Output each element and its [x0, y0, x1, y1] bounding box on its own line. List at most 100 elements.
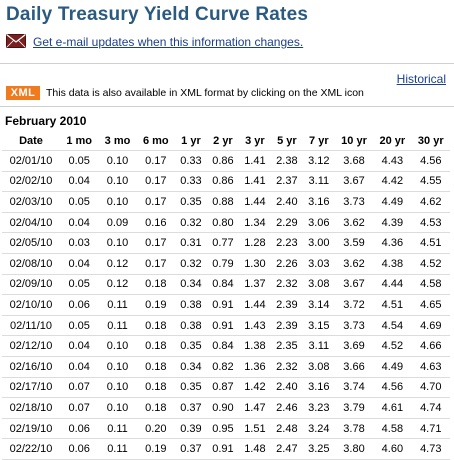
- yield-cell: 0.17: [145, 195, 167, 208]
- yield-cell: 0.17: [145, 237, 167, 250]
- yield-cell: 0.10: [106, 340, 129, 353]
- yield-cell: 0.18: [145, 360, 167, 373]
- yield-cell: 0.16: [145, 216, 167, 229]
- yield-cell: 3.00: [308, 237, 330, 250]
- yield-cell: 0.12: [106, 257, 129, 270]
- yield-cell: 0.06: [68, 443, 90, 456]
- yield-cell: 1.48: [244, 443, 266, 456]
- yield-cell: 0.05: [68, 278, 90, 291]
- column-header: 2 yr: [213, 134, 233, 147]
- yield-cell: 0.35: [180, 381, 202, 394]
- date-cell: 02/10/10: [9, 298, 53, 311]
- yield-cell: 1.38: [244, 340, 266, 353]
- yield-cell: 0.06: [68, 298, 90, 311]
- yield-cell: 1.37: [244, 278, 266, 291]
- yield-cell: 0.35: [180, 340, 202, 353]
- yield-cell: 3.08: [308, 278, 330, 291]
- yield-cell: 2.37: [276, 175, 298, 188]
- yield-cell: 2.35: [276, 340, 298, 353]
- yield-cell: 0.19: [145, 443, 167, 456]
- yield-cell: 2.47: [276, 443, 298, 456]
- xml-note: This data is also available in XML forma…: [46, 87, 364, 99]
- table-row: 02/08/10 0.04 0.12 0.17 0.32 0.79 1.30 2.26 3.03…: [2, 253, 450, 275]
- column-header: 5 yr: [277, 134, 297, 147]
- envelope-icon[interactable]: [6, 34, 26, 48]
- table-row: 02/22/10 0.06 0.11 0.19 0.37 0.91 1.48 2.47 3.25…: [2, 439, 450, 460]
- yield-cell: 2.38: [276, 154, 298, 167]
- yield-cell: 0.07: [68, 401, 90, 414]
- yield-cell: 0.18: [145, 278, 167, 291]
- yield-cell: 2.39: [276, 298, 298, 311]
- column-header-date: Date: [19, 134, 43, 147]
- yield-cell: 0.05: [68, 319, 90, 332]
- yield-cell: 2.39: [276, 319, 298, 332]
- yield-cell: 2.48: [276, 422, 298, 435]
- date-cell: 02/16/10: [9, 360, 53, 373]
- date-cell: 02/04/10: [9, 216, 53, 229]
- yield-cell: 2.46: [276, 401, 298, 414]
- yield-cell: 3.67: [343, 278, 365, 291]
- yield-cell: 0.18: [145, 401, 167, 414]
- email-updates-link[interactable]: Get e-mail updates when this information…: [33, 35, 304, 49]
- date-cell: 02/09/10: [9, 278, 53, 291]
- table-row: 02/10/10 0.06 0.11 0.19 0.38 0.91 1.44 2.39 3.14…: [2, 295, 450, 316]
- page-title: Daily Treasury Yield Curve Rates: [6, 4, 309, 25]
- table-row: 02/09/10 0.05 0.12 0.18 0.34 0.84 1.37 2.32 3.08…: [2, 274, 450, 295]
- table-row: 02/02/10 0.04 0.10 0.17 0.33 0.86 1.41 2.37 3.11…: [2, 171, 450, 192]
- table-row: 02/12/10 0.04 0.10 0.18 0.35 0.84 1.38 2.35 3.11…: [2, 336, 450, 357]
- yield-cell: 3.67: [343, 175, 365, 188]
- yield-cell: 3.73: [343, 319, 365, 332]
- yield-cell: 0.10: [106, 195, 129, 208]
- yield-cell: 0.84: [212, 340, 234, 353]
- column-header: 1 yr: [181, 134, 201, 147]
- yield-cell: 4.73: [420, 443, 442, 456]
- date-cell: 02/12/10: [9, 340, 53, 353]
- yield-cell: 4.49: [381, 195, 404, 208]
- yield-cell: 4.58: [420, 278, 442, 291]
- table-row: 02/04/10 0.04 0.09 0.16 0.32 0.80 1.34 2.29 3.06…: [2, 212, 450, 233]
- date-cell: 02/11/10: [9, 319, 52, 332]
- yield-cell: 0.18: [145, 381, 167, 394]
- yield-cell: 3.15: [308, 319, 330, 332]
- yield-cell: 0.91: [212, 443, 234, 456]
- yield-cell: 0.31: [180, 237, 202, 250]
- yield-cell: 3.06: [308, 216, 330, 229]
- yield-cell: 4.62: [420, 195, 442, 208]
- yield-cell: 0.05: [68, 154, 90, 167]
- yield-cell: 0.77: [212, 237, 234, 250]
- table-row: 02/03/10 0.05 0.10 0.17 0.35 0.88 1.44 2.40 3.16…: [2, 192, 450, 213]
- yield-cell: 3.59: [343, 237, 365, 250]
- yield-cell: 3.16: [308, 381, 330, 394]
- yield-cell: 0.35: [180, 195, 202, 208]
- historical-link[interactable]: Historical: [396, 72, 446, 86]
- date-cell: 02/17/10: [9, 381, 53, 394]
- yield-cell: 0.18: [145, 319, 167, 332]
- yield-cell: 1.51: [244, 422, 266, 435]
- yield-cell: 4.53: [420, 216, 442, 229]
- yield-cell: 3.23: [308, 401, 330, 414]
- yield-cell: 4.58: [381, 422, 404, 435]
- yield-cell: 1.47: [244, 401, 266, 414]
- yield-cell: 3.62: [343, 216, 365, 229]
- yield-cell: 2.40: [276, 381, 298, 394]
- yield-cell: 1.28: [244, 237, 266, 250]
- yield-cell: 0.12: [106, 278, 129, 291]
- date-cell: 02/02/10: [9, 175, 53, 188]
- yield-cell: 0.34: [180, 278, 202, 291]
- yield-cell: 3.72: [343, 298, 365, 311]
- yield-cell: 0.04: [68, 340, 90, 353]
- yield-cell: 0.04: [68, 257, 90, 270]
- yield-cell: 0.10: [106, 360, 129, 373]
- yield-cell: 1.42: [244, 381, 266, 394]
- yield-cell: 0.10: [106, 401, 129, 414]
- yield-cell: 0.95: [212, 422, 234, 435]
- table-row: 02/17/10 0.07 0.10 0.18 0.35 0.87 1.42 2.40 3.16…: [2, 377, 450, 398]
- yield-cell: 1.34: [244, 216, 266, 229]
- table-header-row: Date 1 mo 3 mo 6 mo 1 yr 2 yr 3 yr 5 yr 7 yr 10 y…: [2, 131, 450, 151]
- date-cell: 02/05/10: [9, 237, 53, 250]
- xml-button[interactable]: XML: [6, 86, 40, 100]
- yield-cell: 0.34: [180, 360, 202, 373]
- yield-cell: 3.08: [308, 360, 330, 373]
- yield-cell: 1.30: [244, 257, 266, 270]
- yield-cell: 0.17: [145, 154, 167, 167]
